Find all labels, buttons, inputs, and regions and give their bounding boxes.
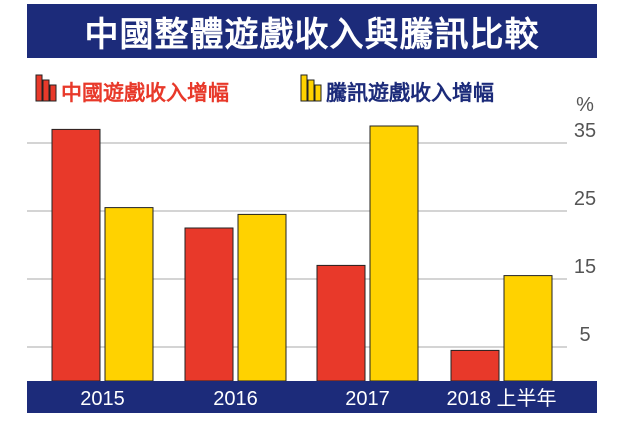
x-axis-band: [27, 381, 597, 413]
legend-label-tencent: 騰訊遊戲收入增幅: [326, 81, 494, 105]
x-tick-label: 2016: [213, 388, 258, 410]
y-tick-labels: 5 15 25 35: [574, 120, 596, 346]
chart-title-bar: 中國整體遊戲收入與騰訊比較: [27, 4, 597, 58]
y-tick-label: 35: [574, 120, 596, 142]
legend-label-china: 中國遊戲收入增幅: [61, 81, 229, 105]
bar-tencent-1: [237, 213, 287, 382]
bar-china-1: [184, 227, 234, 382]
bar-china-3: [450, 349, 500, 382]
bar-tencent-2: [369, 125, 419, 382]
y-unit-label: %: [576, 94, 594, 116]
bars: [51, 125, 553, 382]
x-tick-label: 2017: [345, 388, 390, 410]
y-tick-label: 25: [574, 188, 596, 210]
bar-china-0: [51, 128, 101, 382]
x-tick-label: 2015: [80, 388, 125, 410]
y-tick-label: 5: [579, 324, 590, 346]
legend-swatch-china: [35, 74, 57, 102]
legend-swatch-tencent: [300, 74, 322, 102]
bar-china-2: [316, 264, 366, 382]
x-tick-labels: 2015 2016 2017 2018 上半年: [80, 387, 556, 410]
y-tick-label: 15: [574, 256, 596, 278]
x-tick-label: 2018 上半年: [446, 387, 556, 410]
chart-title: 中國整體遊戲收入與騰訊比較: [84, 14, 540, 55]
bar-tencent-3: [503, 275, 553, 382]
legend: 中國遊戲收入增幅 騰訊遊戲收入增幅: [35, 74, 494, 105]
bar-tencent-0: [104, 207, 154, 382]
